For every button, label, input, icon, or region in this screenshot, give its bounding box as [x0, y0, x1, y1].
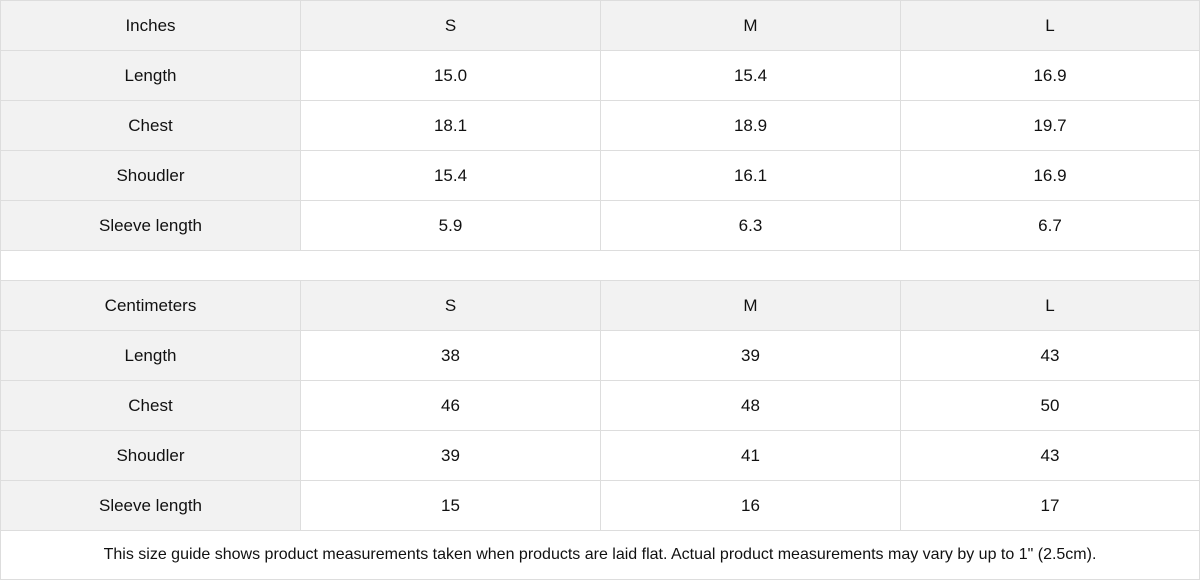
measurement-value: 18.9 — [600, 100, 900, 150]
header-row: Inches S M L — [0, 0, 1200, 50]
measurement-value: 38 — [300, 330, 600, 380]
measurement-value: 50 — [900, 380, 1200, 430]
measurement-label: Shoudler — [0, 150, 300, 200]
table-row: Chest 18.1 18.9 19.7 — [0, 100, 1200, 150]
measurement-value: 6.7 — [900, 200, 1200, 250]
measurement-value: 16.1 — [600, 150, 900, 200]
size-guide-note: This size guide shows product measuremen… — [0, 530, 1200, 580]
measurement-value: 15.4 — [300, 150, 600, 200]
size-header: M — [600, 0, 900, 50]
table-row: Length 38 39 43 — [0, 330, 1200, 380]
measurement-value: 48 — [600, 380, 900, 430]
measurement-value: 15.0 — [300, 50, 600, 100]
measurement-value: 43 — [900, 330, 1200, 380]
table-spacer — [0, 250, 1200, 280]
measurement-value: 39 — [300, 430, 600, 480]
centimeters-size-table: Centimeters S M L Length 38 39 43 Chest 46 48 50 Sho… — [0, 280, 1200, 530]
table-row: Length 15.0 15.4 16.9 — [0, 50, 1200, 100]
table-row: Shoudler 39 41 43 — [0, 430, 1200, 480]
measurement-value: 19.7 — [900, 100, 1200, 150]
size-header: L — [900, 280, 1200, 330]
measurement-value: 5.9 — [300, 200, 600, 250]
table-row: Chest 46 48 50 — [0, 380, 1200, 430]
size-header: L — [900, 0, 1200, 50]
measurement-value: 41 — [600, 430, 900, 480]
measurement-value: 18.1 — [300, 100, 600, 150]
table-row: Sleeve length 15 16 17 — [0, 480, 1200, 530]
unit-header: Centimeters — [0, 280, 300, 330]
table-row: Sleeve length 5.9 6.3 6.7 — [0, 200, 1200, 250]
size-header: S — [300, 0, 600, 50]
measurement-value: 43 — [900, 430, 1200, 480]
measurement-value: 16 — [600, 480, 900, 530]
measurement-label: Sleeve length — [0, 480, 300, 530]
measurement-value: 16.9 — [900, 50, 1200, 100]
table-row: Shoudler 15.4 16.1 16.9 — [0, 150, 1200, 200]
measurement-label: Sleeve length — [0, 200, 300, 250]
measurement-value: 17 — [900, 480, 1200, 530]
measurement-value: 16.9 — [900, 150, 1200, 200]
header-row: Centimeters S M L — [0, 280, 1200, 330]
measurement-label: Chest — [0, 380, 300, 430]
unit-header: Inches — [0, 0, 300, 50]
size-header: S — [300, 280, 600, 330]
measurement-label: Shoudler — [0, 430, 300, 480]
measurement-value: 46 — [300, 380, 600, 430]
measurement-label: Length — [0, 50, 300, 100]
size-header: M — [600, 280, 900, 330]
measurement-label: Chest — [0, 100, 300, 150]
measurement-label: Length — [0, 330, 300, 380]
measurement-value: 6.3 — [600, 200, 900, 250]
measurement-value: 39 — [600, 330, 900, 380]
measurement-value: 15.4 — [600, 50, 900, 100]
inches-size-table: Inches S M L Length 15.0 15.4 16.9 Chest 18.1 18.9… — [0, 0, 1200, 250]
measurement-value: 15 — [300, 480, 600, 530]
